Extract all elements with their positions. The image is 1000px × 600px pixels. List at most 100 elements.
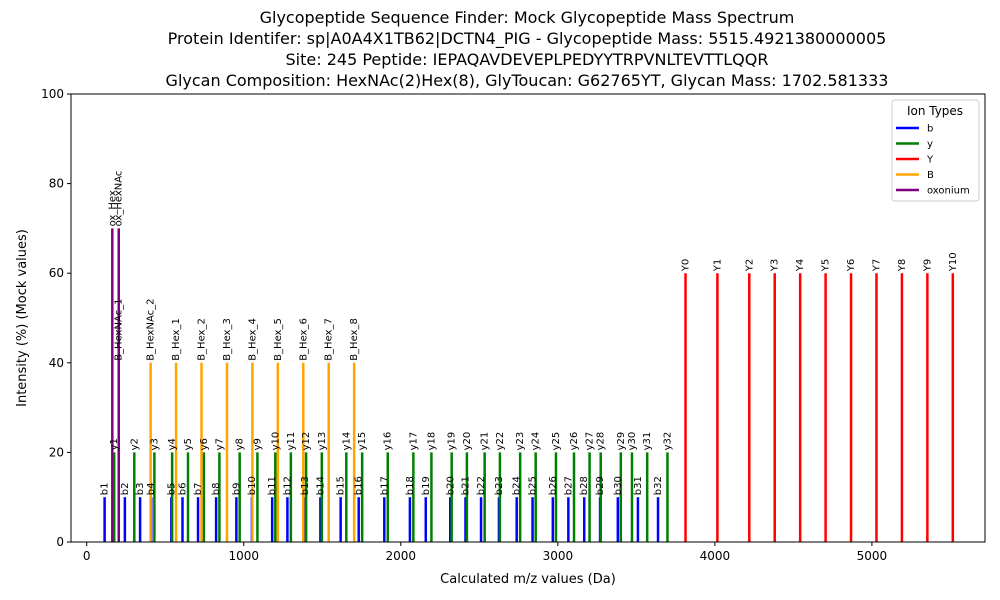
y-tick-label: 20 <box>49 445 64 459</box>
x-tick-label: 4000 <box>700 549 731 563</box>
legend-label-b: B <box>927 170 934 181</box>
peak-labels-layer: b1 b2 b3 b4 b5 b6 b7 b8 b9 b10 b11 b12 b13 b14 b15 b16 b… <box>100 171 959 496</box>
x-tick-label: 2000 <box>386 549 417 563</box>
legend-label-y: Y <box>926 155 934 166</box>
peak-label-b-b16: b16 <box>354 476 365 495</box>
y-tick-label: 40 <box>49 356 64 370</box>
peak-label-y-y5: y5 <box>183 438 194 450</box>
title-line-3: Site: 245 Peptide: IEPAQAVDEVEPLPEDYYTRP… <box>286 50 769 69</box>
peak-label-y-y7: Y7 <box>871 259 882 272</box>
y-axis-ticks: 0 20 40 60 80 100 <box>41 87 71 549</box>
peaks-layer <box>103 228 955 542</box>
peak-label-b-b12: b12 <box>282 476 293 495</box>
peak-label-b-b9: b9 <box>231 482 242 495</box>
title-line-4: Glycan Composition: HexNAc(2)Hex(8), Gly… <box>166 71 889 90</box>
peak-label-y-y3: Y3 <box>770 259 781 272</box>
peak-label-b-b3: b3 <box>135 482 146 495</box>
title-line-2: Protein Identifer: sp|A0A4X1TB62|DCTN4_P… <box>168 29 887 49</box>
peak-label-y-y11: y11 <box>286 432 297 451</box>
peak-label-b-b26: b26 <box>548 476 559 495</box>
peak-label-y-y6: Y6 <box>846 259 857 272</box>
peak-label-y-y9: Y9 <box>922 259 933 272</box>
peak-label-y-y4: Y4 <box>795 259 806 272</box>
peak-label-b-b25: b25 <box>528 476 539 495</box>
peak-label-b-b-hexnac-1: B_HexNAc_1 <box>114 299 125 361</box>
title-line-1: Glycopeptide Sequence Finder: Mock Glyco… <box>260 8 795 27</box>
x-axis-label: Calculated m/z values (Da) <box>440 572 616 587</box>
peak-label-y-y10: Y10 <box>948 252 959 272</box>
peak-label-b-b6: b6 <box>178 482 189 495</box>
peak-label-y-y5: Y5 <box>821 259 832 272</box>
peak-label-y-y22: y22 <box>495 432 506 451</box>
peak-label-b-b11: b11 <box>267 476 278 495</box>
peak-label-y-y1: y1 <box>109 438 120 450</box>
peak-label-b-b24: b24 <box>512 476 523 495</box>
peak-label-y-y13: y13 <box>317 432 328 451</box>
peak-label-b-b8: b8 <box>211 482 222 495</box>
peak-label-y-y0: Y0 <box>681 259 692 272</box>
peak-label-b-b-hex-6: B_Hex_6 <box>298 318 309 361</box>
peak-label-y-y10: y10 <box>270 432 281 451</box>
peak-label-b-b21: b21 <box>460 476 471 495</box>
peak-label-b-b32: b32 <box>653 476 664 495</box>
chart-title: Glycopeptide Sequence Finder: Mock Glyco… <box>166 8 889 90</box>
peak-label-b-b18: b18 <box>405 476 416 495</box>
peak-label-b-b2: b2 <box>120 482 131 495</box>
peak-label-b-b-hex-5: B_Hex_5 <box>273 318 284 361</box>
peak-label-y-y7: y7 <box>214 438 225 450</box>
peak-label-y-y14: y14 <box>341 432 352 451</box>
peak-label-b-b-hex-3: B_Hex_3 <box>222 318 233 361</box>
peak-label-b-b19: b19 <box>421 476 432 495</box>
peak-label-oxonium-ox-hexnac: ox_HexNAc <box>114 171 125 227</box>
peak-label-y-y16: y16 <box>383 432 394 451</box>
peak-label-y-y12: y12 <box>301 432 312 451</box>
peak-label-y-y20: y20 <box>462 432 473 451</box>
x-tick-label: 0 <box>83 549 91 563</box>
peak-label-y-y8: y8 <box>235 438 246 450</box>
legend-title: Ion Types <box>907 104 963 118</box>
peak-label-y-y26: y26 <box>569 432 580 451</box>
y-tick-label: 80 <box>49 177 64 191</box>
peak-label-y-y1: Y1 <box>712 259 723 272</box>
peak-label-b-b15: b15 <box>336 476 347 495</box>
peak-label-y-y17: y17 <box>408 432 419 451</box>
peak-label-b-b-hex-8: B_Hex_8 <box>349 318 360 361</box>
peak-label-b-b-hex-7: B_Hex_7 <box>324 318 335 361</box>
x-tick-label: 1000 <box>228 549 259 563</box>
peak-label-b-b7: b7 <box>193 482 204 495</box>
peak-label-b-b-hex-1: B_Hex_1 <box>171 318 182 361</box>
peak-label-y-y28: y28 <box>596 432 607 451</box>
peak-label-b-b-hexnac-2: B_HexNAc_2 <box>146 299 157 361</box>
peak-label-b-b28: b28 <box>579 476 590 495</box>
peak-label-y-y25: y25 <box>551 432 562 451</box>
peak-label-b-b29: b29 <box>595 476 606 495</box>
peak-label-b-b27: b27 <box>563 476 574 495</box>
peak-label-y-y4: y4 <box>167 438 178 450</box>
peak-label-b-b-hex-4: B_Hex_4 <box>247 318 258 361</box>
peak-label-b-b4: b4 <box>146 482 157 495</box>
peak-label-y-y15: y15 <box>357 432 368 451</box>
peak-label-b-b14: b14 <box>315 476 326 495</box>
peak-label-y-y6: y6 <box>199 438 210 450</box>
legend-label-y: y <box>927 139 933 150</box>
peak-label-b-b30: b30 <box>613 476 624 495</box>
peak-label-b-b17: b17 <box>379 476 390 495</box>
peak-label-y-y19: y19 <box>447 432 458 451</box>
peak-label-b-b23: b23 <box>494 476 505 495</box>
peak-label-y-y9: y9 <box>252 438 263 450</box>
plot-area-frame <box>70 93 986 543</box>
peak-label-b-b31: b31 <box>633 476 644 495</box>
peak-label-b-b-hex-2: B_Hex_2 <box>197 318 208 361</box>
x-tick-label: 3000 <box>543 549 574 563</box>
y-tick-label: 60 <box>49 266 64 280</box>
peak-label-b-b1: b1 <box>100 482 111 495</box>
peak-label-b-b13: b13 <box>300 476 311 495</box>
x-axis-ticks: 0 1000 2000 3000 4000 5000 <box>83 542 887 563</box>
peak-label-y-y32: y32 <box>662 432 673 451</box>
peak-label-y-y2: Y2 <box>744 259 755 272</box>
peak-label-b-b10: b10 <box>247 476 258 495</box>
peak-label-y-y23: y23 <box>515 432 526 451</box>
